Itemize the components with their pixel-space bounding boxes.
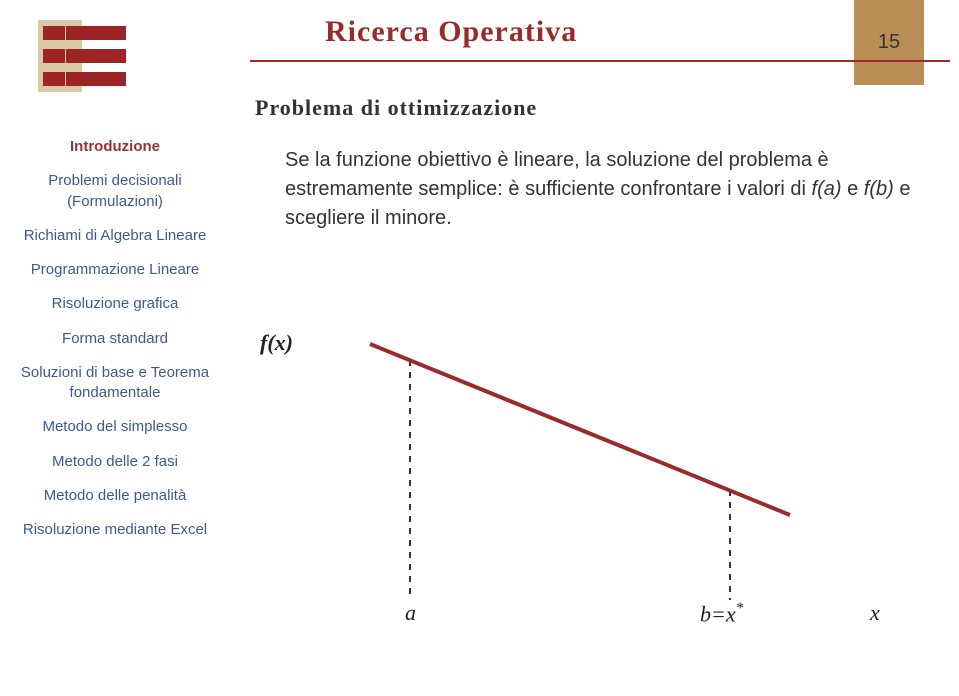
section-subtitle: Problema di ottimizzazione: [255, 95, 925, 121]
sidebar-item-introduzione[interactable]: Introduzione: [0, 137, 230, 157]
sidebar-item-penalita[interactable]: Metodo delle penalità: [0, 486, 230, 506]
b-label-sup: *: [736, 600, 744, 617]
sidebar-item-richiami[interactable]: Richiami di Algebra Lineare: [0, 226, 230, 246]
logo-icon: [38, 20, 230, 97]
sidebar-item-risoluzione-grafica[interactable]: Risoluzione grafica: [0, 294, 230, 314]
main-content: Problema di ottimizzazione Se la funzion…: [255, 95, 925, 243]
sidebar-item-excel[interactable]: Risoluzione mediante Excel: [0, 520, 230, 540]
sidebar-item-2fasi[interactable]: Metodo delle 2 fasi: [0, 452, 230, 472]
header-divider: [250, 60, 950, 62]
fa-symbol: f(a): [812, 178, 842, 200]
sidebar-item-forma-standard[interactable]: Forma standard: [0, 329, 230, 349]
b-label-text: b=x: [700, 601, 736, 626]
sidebar-item-problemi[interactable]: Problemi decisionali (Formulazioni): [0, 171, 230, 212]
y-axis-label: f(x): [260, 330, 293, 356]
b-label: b=x*: [700, 600, 743, 627]
sidebar-item-programmazione[interactable]: Programmazione Lineare: [0, 260, 230, 280]
a-label: a: [405, 600, 416, 626]
page-title: Ricerca Operativa: [325, 15, 577, 49]
fb-symbol: f(b): [864, 178, 894, 200]
sidebar-item-soluzioni-base[interactable]: Soluzioni di base e Teorema fondamentale: [0, 363, 230, 404]
sidebar: Introduzione Problemi decisionali (Formu…: [0, 0, 230, 696]
body-paragraph: Se la funzione obiettivo è lineare, la s…: [285, 146, 925, 233]
chart: f(x) x a b=x*: [260, 300, 910, 670]
paragraph-and: e: [842, 178, 864, 200]
x-axis-label: x: [870, 600, 880, 626]
page-number-badge: 15: [854, 0, 924, 85]
paragraph-text-1: Se la funzione obiettivo è lineare, la s…: [285, 149, 829, 200]
sidebar-item-simplesso[interactable]: Metodo del simplesso: [0, 417, 230, 437]
